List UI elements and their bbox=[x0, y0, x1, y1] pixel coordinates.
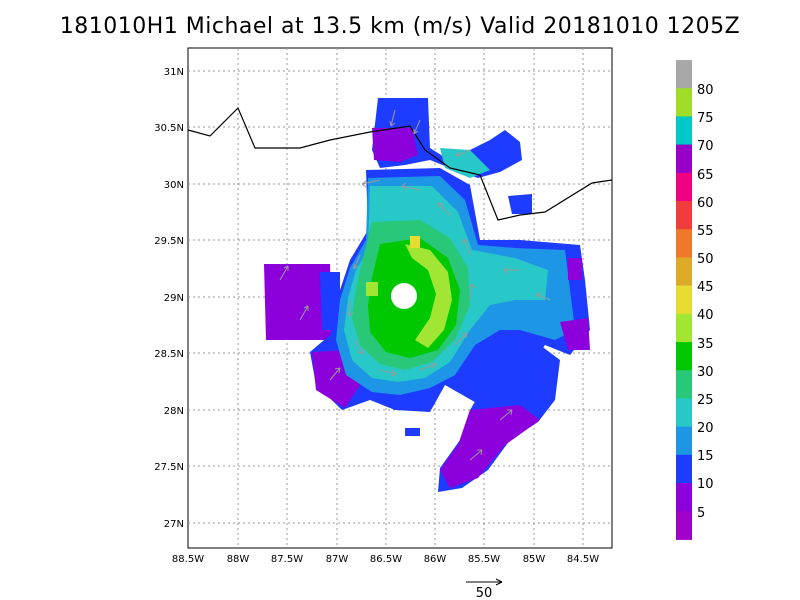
colorbar-label: 65 bbox=[697, 168, 714, 183]
lat-tick-label: 28.5N bbox=[154, 349, 184, 360]
lat-tick-label: 27.5N bbox=[154, 462, 184, 473]
colorbar-swatch bbox=[676, 116, 692, 146]
lon-tick-label: 85.5W bbox=[468, 554, 500, 565]
wind-region-east-purple bbox=[560, 318, 590, 350]
colorbar-swatch bbox=[676, 398, 692, 428]
colorbar-label: 50 bbox=[697, 252, 714, 267]
lon-tick-labels: 88.5W 88W 87.5W 87W 86.5W 86W 85.5W 85W … bbox=[172, 554, 599, 565]
colorbar-label: 45 bbox=[697, 280, 714, 295]
wind-speed-field bbox=[264, 98, 590, 492]
colorbar-label: 55 bbox=[697, 224, 714, 239]
colorbar-swatch bbox=[676, 342, 692, 371]
lat-tick-label: 30N bbox=[164, 180, 184, 191]
colorbar-label: 10 bbox=[697, 477, 714, 492]
lon-tick-label: 88.5W bbox=[172, 554, 204, 565]
colorbar-swatch bbox=[676, 370, 692, 399]
wind-region-west bbox=[264, 264, 332, 340]
lat-tick-label: 28N bbox=[164, 406, 184, 417]
colorbar-swatch bbox=[676, 285, 692, 315]
wind-region-ne-blob bbox=[508, 194, 532, 214]
colorbar-label: 60 bbox=[697, 196, 714, 211]
colorbar-label: 15 bbox=[697, 449, 714, 464]
lon-tick-label: 86.5W bbox=[370, 554, 402, 565]
chart-title: 181010H1 Michael at 13.5 km (m/s) Valid … bbox=[59, 14, 741, 39]
colorbar bbox=[676, 60, 692, 540]
colorbar-label: 35 bbox=[697, 337, 714, 352]
lon-tick-label: 85W bbox=[523, 554, 546, 565]
wind-region-storm-40-west bbox=[366, 282, 378, 296]
wind-region-storm-40 bbox=[405, 244, 452, 348]
coastline bbox=[187, 106, 613, 221]
colorbar-swatch bbox=[676, 229, 692, 258]
colorbar-label: 25 bbox=[697, 393, 714, 408]
map-frame bbox=[187, 47, 613, 549]
lon-tick-label: 88W bbox=[227, 554, 250, 565]
wind-region-south-blob bbox=[405, 428, 420, 436]
colorbar-swatch bbox=[676, 144, 692, 174]
colorbar-swatch bbox=[676, 483, 692, 512]
colorbar-label: 40 bbox=[697, 308, 714, 323]
lon-tick-label: 87.5W bbox=[271, 554, 303, 565]
colorbar-label: 5 bbox=[697, 506, 705, 521]
lat-tick-label: 27N bbox=[164, 519, 184, 530]
lon-tick-label: 84.5W bbox=[567, 554, 599, 565]
wind-region-storm-45 bbox=[410, 236, 420, 248]
colorbar-swatch bbox=[676, 426, 692, 456]
colorbar-swatch bbox=[676, 172, 692, 202]
colorbar-swatch bbox=[676, 257, 692, 287]
reference-vector-label: 50 bbox=[476, 586, 493, 600]
lat-tick-label: 31N bbox=[164, 67, 184, 78]
lon-tick-label: 86W bbox=[424, 554, 447, 565]
colorbar-swatch bbox=[676, 201, 692, 230]
lat-tick-label: 29.5N bbox=[154, 236, 184, 247]
colorbar-swatch bbox=[676, 88, 692, 117]
colorbar-label: 75 bbox=[697, 111, 714, 126]
colorbar-swatch bbox=[676, 60, 692, 89]
wind-vectors bbox=[279, 109, 551, 461]
wind-region-north-cyan bbox=[440, 148, 490, 178]
reference-arrowhead-icon bbox=[495, 578, 503, 586]
colorbar-swatch bbox=[676, 454, 692, 484]
colorbar-swatch bbox=[676, 313, 692, 343]
colorbar-labels: 80 75 70 65 60 55 50 45 40 35 30 25 20 1… bbox=[697, 83, 714, 521]
storm-eye bbox=[391, 283, 417, 309]
lat-tick-labels: 31N 30.5N 30N 29.5N 29N 28.5N 28N 27.5N … bbox=[154, 67, 184, 530]
colorbar-label: 30 bbox=[697, 365, 714, 380]
colorbar-label: 70 bbox=[697, 139, 714, 154]
lat-tick-label: 29N bbox=[164, 293, 184, 304]
colorbar-swatch bbox=[676, 511, 692, 540]
wind-region-east-purple2 bbox=[568, 258, 582, 280]
lat-tick-label: 30.5N bbox=[154, 123, 184, 134]
wind-region-southeast-purple bbox=[440, 405, 540, 488]
lon-tick-label: 87W bbox=[326, 554, 349, 565]
colorbar-label: 20 bbox=[697, 421, 714, 436]
reference-vector: 50 bbox=[466, 578, 503, 600]
colorbar-label: 80 bbox=[697, 83, 714, 98]
wind-region-north-purple bbox=[372, 128, 418, 162]
